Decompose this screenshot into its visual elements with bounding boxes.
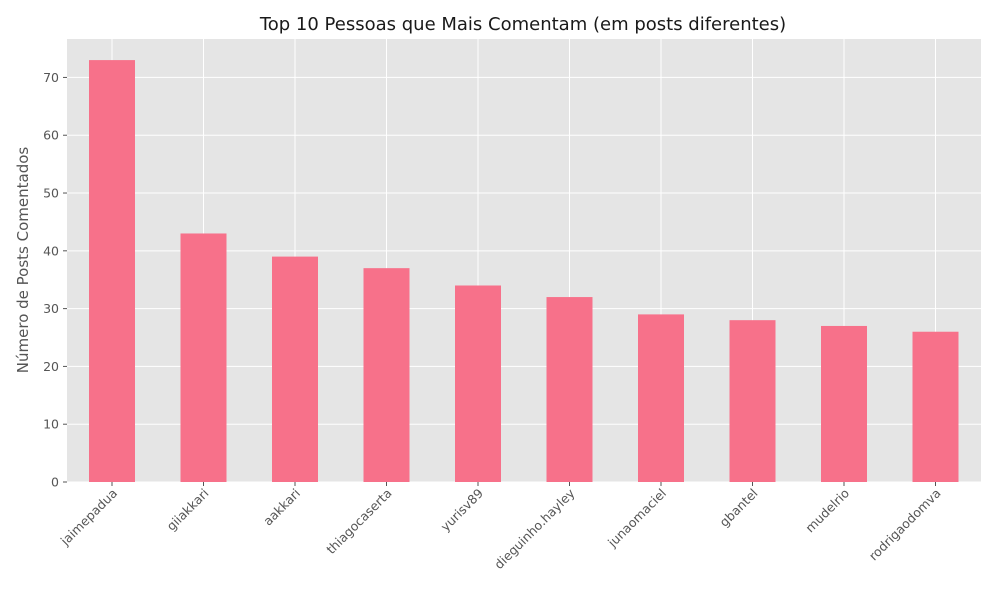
x-tick-label: rodrigaodomva [866,486,944,564]
x-tick-label: giiakkari [163,486,211,534]
x-tick-label: dieguinho.hayley [491,485,578,572]
bar-aakkari [272,256,318,482]
y-tick-label: 40 [43,243,59,258]
y-tick-label: 60 [43,128,59,143]
y-tick-label: 30 [43,301,59,316]
y-tick-label: 70 [43,70,59,85]
bar-mudelrio [821,325,867,482]
x-tick-label: mudelrio [802,486,852,536]
bars [89,60,959,482]
bar-rodrigaodomva [912,331,959,482]
x-tick-label: aakkari [260,486,303,529]
bar-thiagocaserta [363,268,410,482]
chart-title: Top 10 Pessoas que Mais Comentam (em pos… [259,14,786,35]
x-axis-ticks: jaimepadua giiakkari aakkari thiagocaserta y… [57,482,944,572]
bar-yurisv89 [455,285,501,482]
bar-dieguinho-hayley [546,297,593,482]
y-tick-label: 10 [43,417,59,432]
bar-giiakkari [180,233,227,482]
bar-junaomaciel [638,314,684,482]
x-tick-label: jaimepadua [57,486,120,549]
x-tick-label: gbantel [716,486,760,530]
bar-gbantel [729,320,776,482]
y-tick-label: 0 [51,475,59,490]
x-tick-label: thiagocaserta [323,486,394,557]
y-axis-label: Número de Posts Comentados [14,147,32,374]
bar-jaimepadua [89,60,135,482]
y-tick-label: 50 [43,186,59,201]
x-tick-label: junaomaciel [604,486,669,551]
x-tick-label: yurisv89 [438,485,487,534]
y-tick-label: 20 [43,359,59,374]
y-axis-ticks: 0 10 20 30 40 50 60 70 [43,70,67,490]
